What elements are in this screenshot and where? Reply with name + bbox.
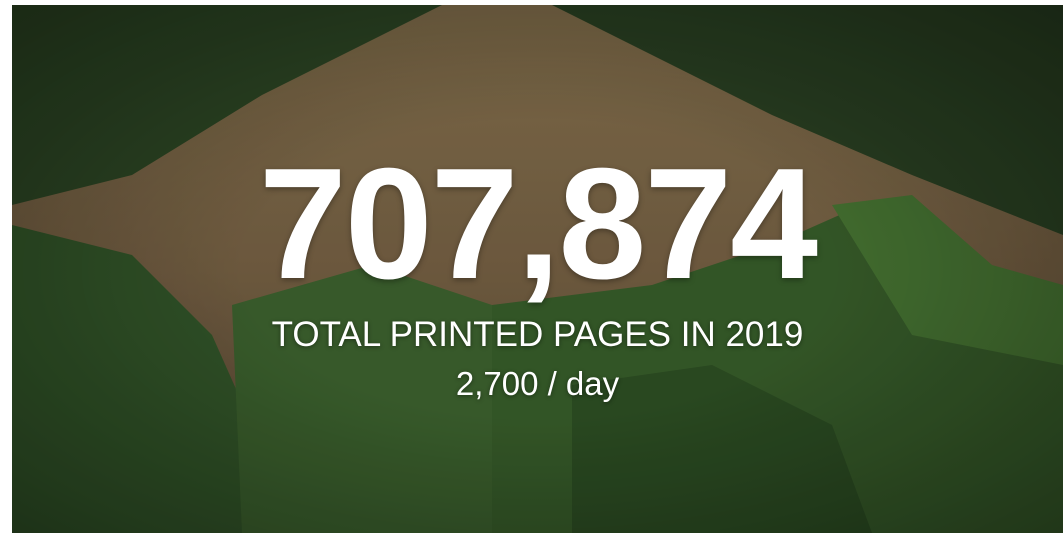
headline-number: 707,874 [12, 145, 1063, 303]
headline-label: TOTAL PRINTED PAGES IN 2019 [12, 317, 1063, 352]
headline-rate: 2,700 / day [12, 367, 1063, 400]
headline: 707,874 TOTAL PRINTED PAGES IN 2019 2,70… [12, 5, 1063, 533]
page: {"headline": {"number": "707,874", "labe… [0, 0, 1063, 533]
